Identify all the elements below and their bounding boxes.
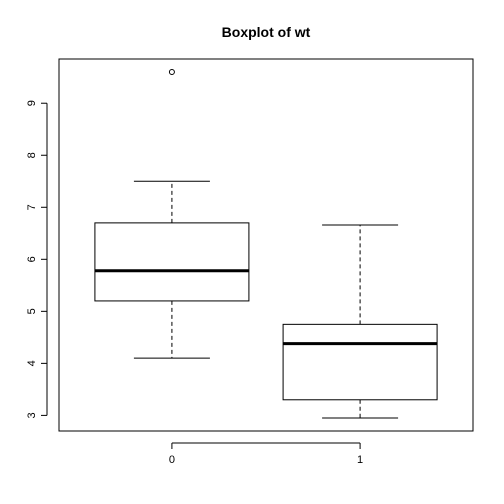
y-axis: 3 4 5 6 7 8 9 <box>26 100 48 418</box>
chart-title: Boxplot of wt <box>222 24 311 40</box>
y-tick-label: 7 <box>26 204 38 210</box>
boxes <box>94 69 438 419</box>
y-tick-label: 9 <box>26 100 38 106</box>
y-tick-label: 4 <box>26 360 38 366</box>
box-iqr <box>94 222 250 302</box>
y-tick-label: 8 <box>26 152 38 158</box>
box-group-0 <box>94 69 250 359</box>
x-tick-label: 1 <box>357 454 363 466</box>
outlier-point <box>168 69 175 76</box>
y-tick-label: 5 <box>26 308 38 314</box>
box-group-1 <box>282 224 438 419</box>
plot-frame <box>58 58 474 432</box>
y-tick-label: 3 <box>26 412 38 418</box>
box-iqr <box>282 323 438 401</box>
y-tick-label: 6 <box>26 256 38 262</box>
x-tick-label: 0 <box>169 454 175 466</box>
